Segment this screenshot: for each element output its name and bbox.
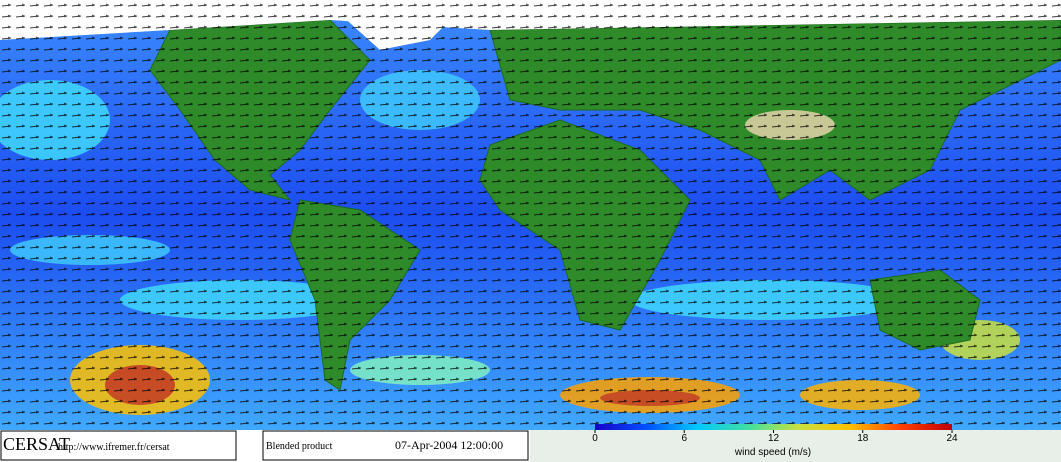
colorbar-ticks: 0 6 12 18 24 [592,430,958,444]
colorbar-tick-label: 0 [592,433,598,444]
brand: CERSAT [3,434,70,454]
product-box [262,430,529,461]
date: 07-Apr-2004 12:00:00 [395,438,503,452]
colorbar-tick-label: 24 [946,433,958,444]
colorbar [595,424,952,430]
colorbar-tick-label: 6 [681,433,687,444]
colorbar-tick-label: 18 [857,433,869,444]
brand-box [0,430,237,461]
colorbar-label: wind speed (m/s) [734,447,811,458]
url: http://www.ifremer.fr/cersat [58,442,170,453]
wind-arrows [0,0,1061,430]
colorbar-tick-label: 12 [768,433,780,444]
product: Blended product [266,441,333,452]
antarctica [530,430,1061,462]
